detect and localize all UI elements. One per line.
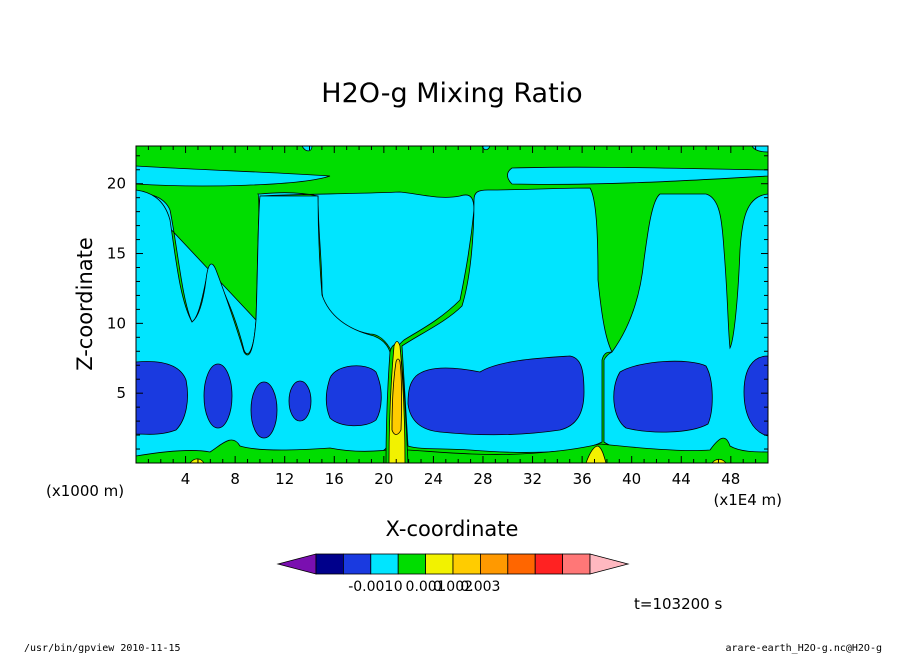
x-tick-label: 8 [230, 470, 240, 488]
legend-arrow-low [276, 553, 317, 575]
legend-swatch [425, 553, 454, 575]
green-bottom-strip [136, 437, 768, 463]
cyan-upper-band-right [507, 166, 768, 185]
legend-arrow-high [589, 553, 630, 575]
legend-swatch [562, 553, 591, 575]
time-label: t=103200 s [634, 595, 722, 613]
legend-swatch [452, 553, 481, 575]
x-tick-label: 48 [721, 470, 740, 488]
legend-label: 0.003 [460, 579, 500, 595]
legend-swatch [534, 553, 564, 575]
legend-label: -0.001 [348, 579, 393, 595]
legend-swatch [397, 553, 427, 575]
plot-frame [135, 145, 769, 464]
x-unit-left: (x1000 m) [46, 482, 124, 500]
blue-blob-right [613, 360, 713, 433]
blue-blob-3 [250, 381, 278, 439]
y-tick-label: 5 [116, 384, 126, 402]
blue-blob-left [136, 361, 188, 435]
x-unit-right: (x1E4 m) [713, 491, 782, 509]
x-tick-label: 40 [622, 470, 641, 488]
y-axis-label: Z-coordinate [73, 237, 97, 371]
legend-swatch [342, 553, 372, 575]
legend-label: 0.001 [406, 579, 446, 595]
x-tick-label: 36 [573, 470, 592, 488]
x-tick-label: 24 [424, 470, 443, 488]
legend-swatch [370, 553, 399, 575]
x-tick-label: 28 [473, 470, 492, 488]
cyan-upper-band [136, 165, 331, 187]
blue-blob-4 [288, 380, 312, 422]
x-tick-label: 20 [374, 470, 393, 488]
x-tick-label: 12 [275, 470, 294, 488]
blue-blob-center [407, 355, 585, 436]
plot-area [136, 146, 768, 463]
legend-label: 0 [394, 579, 403, 595]
blue-blob-2 [203, 363, 233, 429]
legend-swatch [479, 553, 509, 575]
blue-blob-5 [325, 365, 382, 427]
blue-blob-edge [743, 355, 768, 437]
yellow-bump-right [585, 445, 607, 463]
y-tick-label: 20 [107, 175, 126, 193]
chart-title: H2O-g Mixing Ratio [321, 78, 582, 109]
x-tick-label: 4 [181, 470, 191, 488]
x-axis-label: X-coordinate [386, 517, 519, 541]
footer-right: arare-earth_H2O-g.nc@H2O-g [725, 643, 882, 654]
y-tick-label: 10 [107, 314, 126, 332]
legend-swatch [507, 553, 536, 575]
y-axis: 5 10 15 20 [107, 155, 768, 450]
x-tick-label: 44 [672, 470, 691, 488]
x-tick-label: 32 [523, 470, 542, 488]
x-axis: 4 8 12 16 20 24 28 32 36 40 44 48 [147, 146, 757, 488]
legend-swatch [315, 553, 344, 575]
x-tick-label: 16 [325, 470, 344, 488]
legend-label: 0.002 [433, 579, 473, 595]
footer-left: /usr/bin/gpview 2010-11-15 [24, 643, 181, 654]
cyan-left-field [136, 189, 391, 457]
y-tick-label: 15 [107, 245, 126, 263]
orange-plume-core [391, 358, 403, 435]
